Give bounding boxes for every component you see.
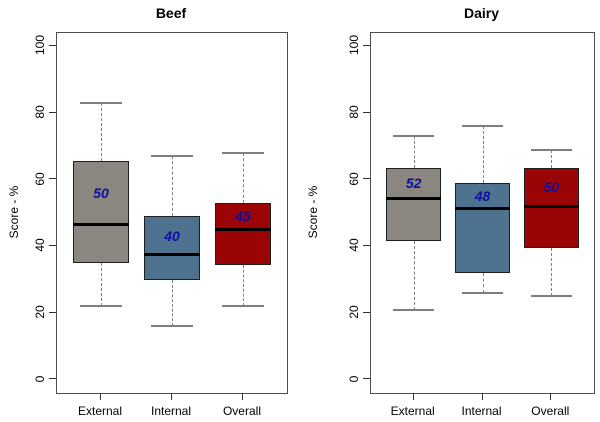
lower-whisker [101,263,102,307]
y-tick-label: 80 [33,105,47,119]
box-value-label: 52 [405,175,422,191]
box-value-label: 40 [164,227,180,244]
lower-whisker-cap [393,308,435,311]
median-line [523,204,579,208]
lower-whisker [551,248,553,297]
lower-whisker-cap [461,292,504,294]
y-tick-mark [363,378,370,380]
y-tick-label: 20 [347,305,361,319]
y-tick-mark [49,178,56,180]
x-tick-mark [171,393,172,400]
lower-whisker [242,264,244,307]
upper-whisker-cap [79,102,123,104]
y-tick-label: 20 [33,305,47,319]
median-line [214,228,272,232]
median-line [454,206,511,210]
y-tick-mark [49,311,56,313]
plot-area-beef: 50 40 45 [56,32,288,394]
box-value-label: 50 [543,179,560,196]
y-tick-label: 100 [347,35,361,56]
y-axis-label-beef: Score - % [7,185,21,239]
y-tick-mark [49,111,56,113]
x-tick-mark [100,393,101,400]
lower-whisker-cap [221,305,265,308]
lower-whisker-cap [79,305,123,308]
y-tick-mark [49,44,56,46]
median-line [143,253,201,257]
y-tick-label: 0 [347,375,361,382]
y-tick-label: 100 [33,35,47,56]
upper-whisker-cap [530,148,572,151]
chart-title-dairy: Dairy [463,5,500,21]
chart-title-beef: Beef [155,5,187,21]
y-tick-mark [363,44,370,46]
upper-whisker [242,153,244,203]
upper-whisker [101,103,102,162]
x-tick-mark [412,393,414,400]
lower-whisker-cap [530,295,572,298]
boxplot-box-overall [523,168,579,248]
y-tick-mark [49,378,56,380]
median-line [72,223,130,227]
y-tick-label: 40 [33,238,47,253]
plot-area-dairy: 52 48 50 [370,32,595,394]
boxplot-box-internal [454,183,511,273]
median-line [386,196,442,200]
x-tick-mark [481,393,483,400]
y-tick-mark [363,244,370,246]
lower-whisker [482,273,484,293]
upper-whisker-cap [393,135,435,138]
category-label-overall: Overall [531,404,570,418]
y-tick-label: 40 [347,238,361,253]
upper-whisker-cap [221,152,265,154]
x-tick-mark [241,393,243,400]
boxplot-box-external [386,168,442,242]
upper-whisker [413,136,415,168]
panel-dairy: Dairy Score - % 52 48 50 0 20 40 60 80 100 Exter… [300,0,600,422]
y-tick-mark [363,111,370,113]
y-axis-label-dairy: Score - % [306,185,320,239]
y-tick-mark [363,178,370,180]
category-label-internal: Internal [150,404,192,418]
y-tick-label: 80 [347,105,361,119]
category-label-internal: Internal [461,404,502,418]
lower-whisker-cap [150,325,194,328]
panel-beef: Beef Score - % 50 40 45 0 20 40 60 80 100 Extern… [7,5,288,418]
upper-whisker-cap [461,125,504,128]
upper-whisker-cap [150,155,194,158]
x-tick-mark [550,393,552,400]
box-value-label: 45 [235,208,251,225]
y-tick-label: 0 [33,375,47,382]
upper-whisker [172,156,173,217]
y-tick-mark [49,244,56,246]
box-value-label: 50 [93,185,109,201]
category-label-external: External [390,404,435,418]
upper-whisker [551,149,553,168]
lower-whisker [172,279,173,327]
category-label-overall: Overall [222,404,261,418]
y-tick-mark [363,311,370,313]
boxplot-box-external [72,161,130,263]
y-tick-label: 60 [347,171,361,186]
upper-whisker [482,126,484,183]
boxplot-box-internal [143,216,201,280]
lower-whisker [413,241,415,310]
category-label-external: External [77,404,123,418]
box-value-label: 48 [474,187,491,204]
y-tick-label: 60 [33,171,47,186]
boxplot-box-overall [214,203,272,265]
